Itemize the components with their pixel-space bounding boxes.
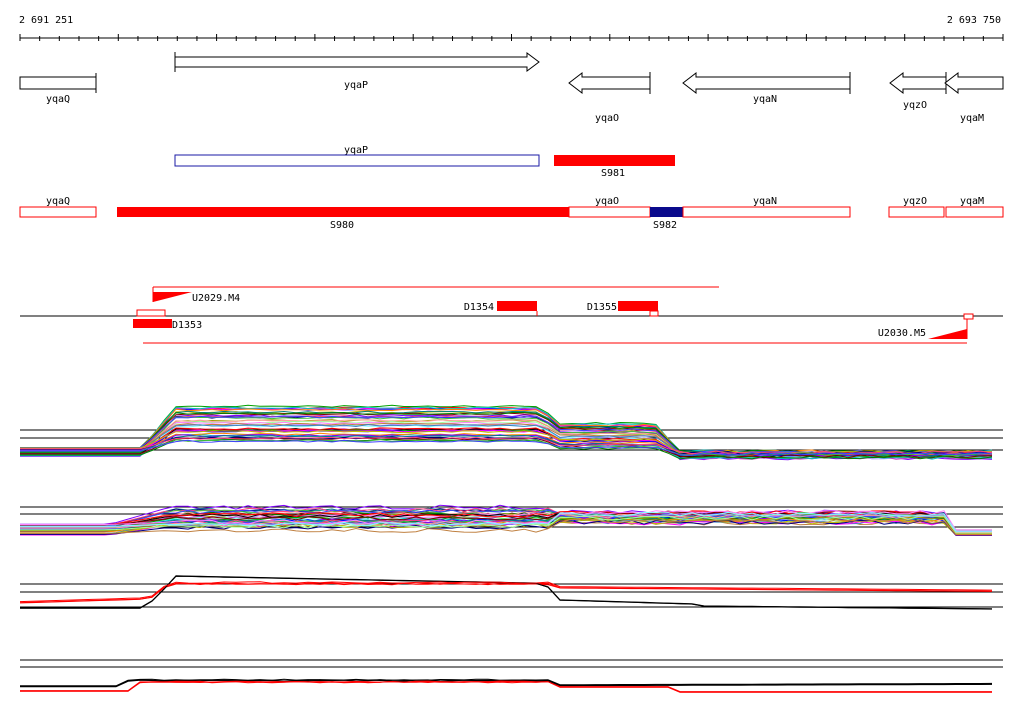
gene-yqaQ-label: yqaQ xyxy=(46,94,70,105)
segment-yqaQ-label: yqaQ xyxy=(46,196,70,207)
U2030-M5-label: U2030.M5 xyxy=(878,328,926,339)
U2030-M5-marker[interactable] xyxy=(928,329,967,339)
segment-yqaO-outline[interactable] xyxy=(568,206,651,218)
segment-yqaO-label: yqaO xyxy=(595,196,619,207)
D1355-outline xyxy=(649,310,659,317)
gene-yqaM-label: yqaM xyxy=(960,113,984,124)
expression-profile-line xyxy=(20,511,992,532)
expression-profile-line xyxy=(20,575,993,610)
gene-yqaM-arrow[interactable] xyxy=(944,71,1004,95)
expression-profile-line xyxy=(20,681,992,693)
gene-yqaO-label: yqaO xyxy=(595,113,619,124)
segment-S981-label: S981 xyxy=(601,168,625,179)
D1353-label: D1353 xyxy=(172,320,202,331)
segment-yqaM-outline[interactable] xyxy=(945,206,1004,218)
D1355-marker[interactable] xyxy=(618,301,658,311)
segment-S982[interactable] xyxy=(650,207,683,217)
segment-yqzO-label: yqzO xyxy=(903,196,927,207)
expression-profile-line xyxy=(20,680,992,693)
U2029-M4-marker[interactable] xyxy=(153,292,192,302)
gene-yqaN-label: yqaN xyxy=(753,94,777,105)
gene-yqaQ-shape[interactable] xyxy=(19,76,97,90)
feature-track: U2029.M4 D1353 D1354 D1355 U2030.M5 xyxy=(20,286,1003,344)
segment-yqzO-outline[interactable] xyxy=(888,206,945,218)
segment-S981[interactable] xyxy=(554,155,675,166)
gene-yqaN-arrow[interactable] xyxy=(682,71,851,95)
expression-profile-line xyxy=(19,582,993,604)
expression-profile-line xyxy=(20,411,993,454)
axis-start-label: 2 691 251 xyxy=(19,15,73,26)
gene-yqaO-arrow[interactable] xyxy=(568,71,651,95)
expression-panel-3 xyxy=(19,575,1003,610)
expression-profile-line xyxy=(20,439,993,456)
transcript-row-1: yqaP S981 xyxy=(174,145,675,179)
segment-yqaN-outline[interactable] xyxy=(682,206,851,218)
transcript-row-2: yqaQ S980 yqaO S982 yqaN yqzO yqaM xyxy=(19,196,1004,231)
expression-profile-line xyxy=(20,510,992,531)
segment-yqaP-label: yqaP xyxy=(344,145,368,156)
axis-end-label: 2 693 750 xyxy=(947,15,1001,26)
expression-profile-line xyxy=(20,678,993,687)
expression-profile-line xyxy=(20,510,992,531)
expression-panel-4 xyxy=(20,659,1003,693)
D1353-marker[interactable] xyxy=(133,319,172,328)
expression-profile-line xyxy=(20,519,992,536)
segment-yqaM-label: yqaM xyxy=(960,196,984,207)
segment-S980-label: S980 xyxy=(330,220,354,231)
D1353-outline xyxy=(136,309,166,317)
expression-profile-line xyxy=(20,575,993,610)
U2030-M5-outline xyxy=(963,313,974,320)
expression-profile-line xyxy=(19,581,993,603)
D1355-label: D1355 xyxy=(587,302,617,313)
axis-ticks xyxy=(19,34,1004,41)
segment-yqaP-outline[interactable] xyxy=(174,154,540,167)
gene-yqaP-label: yqaP xyxy=(344,80,368,91)
U2029-M4-label: U2029.M4 xyxy=(192,293,240,304)
gene-track: yqaQ yqaP yqaO yqaN yqzO yqaM xyxy=(19,52,1004,124)
gene-yqzO-arrow[interactable] xyxy=(889,71,947,95)
segment-S980[interactable] xyxy=(117,207,569,217)
segment-yqaQ-outline[interactable] xyxy=(19,206,97,218)
gene-yqzO-label: yqzO xyxy=(903,100,927,111)
D1354-label: D1354 xyxy=(464,302,494,313)
segment-S982-label: S982 xyxy=(653,220,677,231)
coordinate-axis: 2 691 251 2 693 750 xyxy=(19,15,1004,41)
expression-profile-line xyxy=(20,515,992,534)
expression-panel-2 xyxy=(20,504,1003,536)
D1354-marker[interactable] xyxy=(497,301,537,311)
expression-profile-line xyxy=(20,518,992,536)
expression-profile-line xyxy=(20,436,993,455)
expression-panel-1 xyxy=(20,404,1003,461)
segment-yqaN-label: yqaN xyxy=(753,196,777,207)
expression-profile-line xyxy=(20,680,992,693)
gene-yqaP-arrow[interactable] xyxy=(174,52,540,72)
